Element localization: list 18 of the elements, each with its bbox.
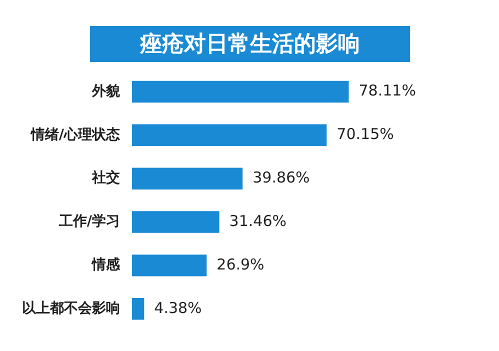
y-tick-label: 以上都不会影响: [22, 300, 120, 317]
data-label: 4.38%: [154, 298, 202, 317]
bar: [132, 168, 243, 190]
y-tick-label: 工作/学习: [58, 214, 120, 230]
data-label: 26.9%: [216, 255, 264, 274]
y-tick-label: 情绪/心理状态: [30, 126, 120, 143]
y-tick-label: 外貌: [91, 83, 121, 100]
bar: [132, 124, 327, 146]
y-tick-label: 情感: [91, 257, 121, 274]
bar: [132, 211, 220, 233]
data-label: 78.11%: [358, 82, 416, 100]
data-label: 31.46%: [229, 212, 287, 230]
data-label: 39.86%: [252, 168, 310, 186]
bar: [132, 254, 207, 276]
data-label: 70.15%: [336, 125, 394, 144]
y-tick-label: 社交: [91, 169, 120, 186]
bar: [132, 80, 349, 103]
bar: [132, 298, 144, 320]
